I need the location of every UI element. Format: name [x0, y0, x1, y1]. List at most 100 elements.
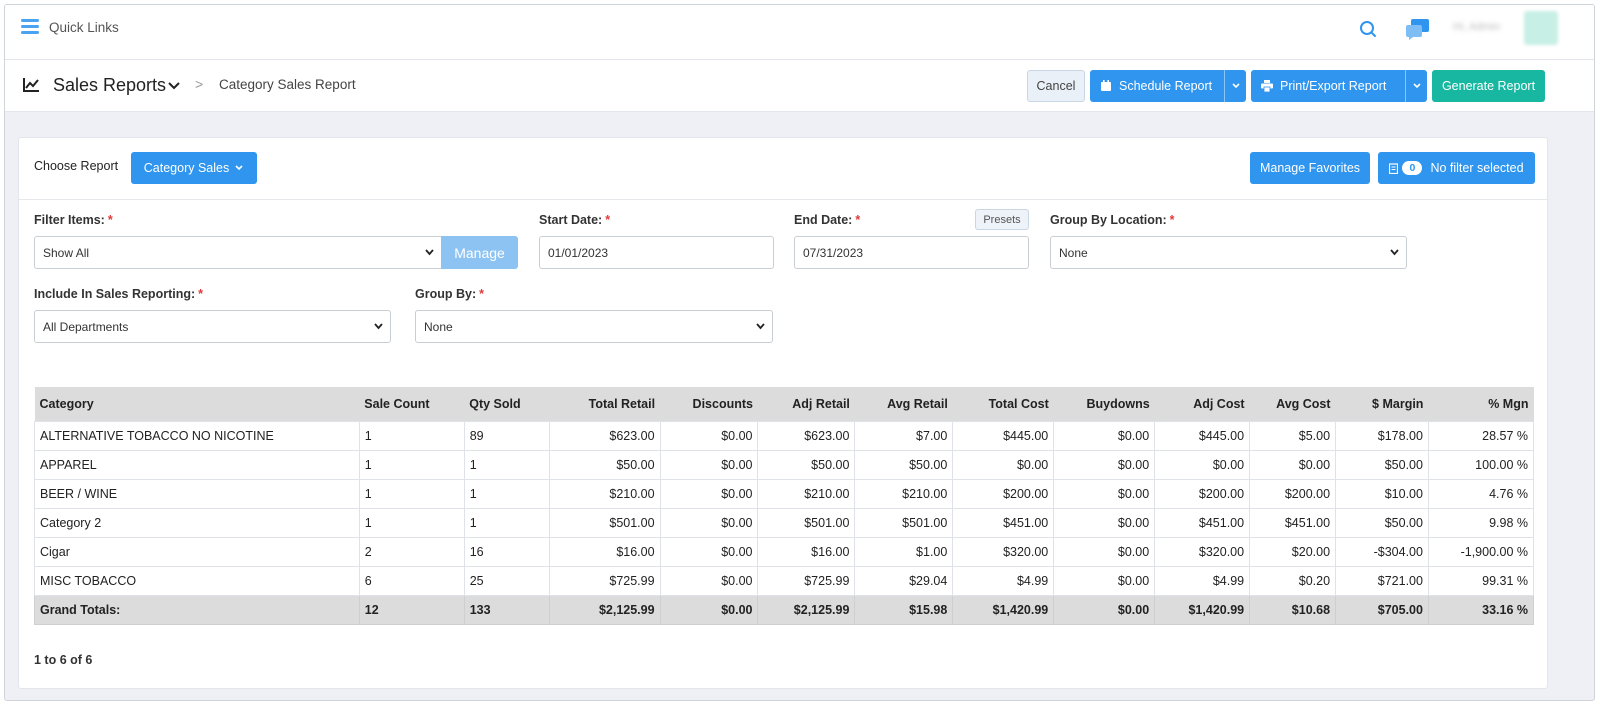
divider [19, 199, 1547, 200]
group-by-location-select[interactable]: None [1050, 236, 1407, 269]
end-date-label: End Date: * [794, 213, 861, 227]
breadcrumb: Category Sales Report [219, 77, 356, 92]
table-header-row: Category Sale Count Qty Sold Total Retai… [34, 387, 1534, 421]
messages-icon[interactable] [1405, 17, 1431, 41]
filter-button[interactable]: 0 No filter selected [1378, 152, 1535, 184]
table-cell: $501.00 [548, 507, 661, 538]
filter-items-label: Filter Items: * [34, 213, 113, 227]
table-body: ALTERNATIVE TOBACCO NO NICOTINE 1 89 $623.0… [34, 420, 1535, 625]
column-header[interactable]: Adj Retail [757, 387, 855, 421]
table-cell: $0.00 [1053, 594, 1156, 625]
table-cell: $10.68 [1249, 594, 1337, 625]
table-cell: $0.00 [1053, 420, 1156, 451]
search-icon[interactable] [1358, 19, 1378, 39]
table-cell: $725.99 [548, 565, 661, 596]
report-type-dropdown[interactable]: Category Sales [131, 152, 257, 184]
column-header[interactable]: Avg Cost [1249, 387, 1336, 421]
table-cell: $451.00 [1249, 507, 1337, 538]
table-cell: $4.99 [952, 565, 1055, 596]
hamburger-menu-icon[interactable] [21, 19, 39, 35]
table-cell: 133 [463, 594, 550, 625]
presets-button[interactable]: Presets [975, 209, 1029, 230]
column-header[interactable]: Discounts [660, 387, 758, 421]
filter-items-value: Show All [43, 245, 90, 260]
table-cell: $15.98 [854, 594, 954, 625]
table-cell: $623.00 [757, 420, 856, 451]
include-in-sales-select[interactable]: All Departments [34, 310, 391, 343]
chevron-down-icon[interactable] [167, 79, 181, 93]
table-cell: $20.00 [1249, 536, 1337, 567]
table-cell: $0.00 [1154, 449, 1251, 480]
column-header[interactable]: Total Retail [549, 387, 661, 421]
admin-username[interactable]: Hi, Admin [1453, 21, 1501, 33]
table-cell: $200.00 [952, 478, 1055, 509]
table-cell: $16.00 [548, 536, 661, 567]
app-frame: Quick Links Hi, Admin Sales Reports > Ca… [4, 4, 1595, 701]
table-cell: $210.00 [854, 478, 954, 509]
table-cell: Cigar [34, 536, 360, 567]
table-cell: $721.00 [1335, 565, 1429, 596]
table-cell: $451.00 [952, 507, 1055, 538]
column-header[interactable]: Qty Sold [464, 387, 550, 421]
include-in-sales-value: All Departments [43, 319, 129, 334]
table-cell: $0.00 [659, 594, 759, 625]
table-cell: 4.76 % [1427, 478, 1535, 509]
avatar[interactable] [1524, 11, 1558, 45]
start-date-input[interactable]: 01/01/2023 [539, 236, 774, 269]
include-in-sales-label: Include In Sales Reporting: * [34, 287, 204, 301]
table-cell: $200.00 [1154, 478, 1251, 509]
generate-report-button[interactable]: Generate Report [1432, 70, 1545, 102]
table-cell: $623.00 [548, 420, 661, 451]
column-header[interactable]: Avg Retail [854, 387, 953, 421]
page-title[interactable]: Sales Reports [53, 75, 167, 95]
end-date-input[interactable]: 07/31/2023 [794, 236, 1029, 269]
table-cell: $445.00 [1154, 420, 1251, 451]
column-header[interactable]: % Mgn [1428, 387, 1534, 421]
choose-report-label: Choose Report [34, 159, 119, 173]
group-by-label: Group By: * [415, 287, 484, 301]
quick-links-link[interactable]: Quick Links [49, 20, 119, 35]
table-cell: 2 [358, 536, 465, 567]
manage-favorites-button[interactable]: Manage Favorites [1250, 152, 1370, 184]
manage-filter-button[interactable]: Manage [441, 236, 518, 269]
chevron-down-icon [756, 323, 765, 330]
table-totals-row: Grand Totals: 12 133 $2,125.99 $0.00 $2,125.9… [34, 594, 1535, 625]
column-header[interactable]: Buydowns [1053, 387, 1155, 421]
table-cell: $0.00 [1053, 449, 1156, 480]
print-dropdown-toggle[interactable] [1405, 70, 1427, 102]
table-cell: $29.04 [854, 565, 954, 596]
table-row: ALTERNATIVE TOBACCO NO NICOTINE 1 89 $623.0… [34, 420, 1535, 451]
chevron-down-icon [1390, 249, 1399, 256]
schedule-report-label: Schedule Report [1119, 79, 1213, 93]
cancel-button[interactable]: Cancel [1027, 70, 1085, 102]
column-header[interactable]: Category [34, 387, 360, 421]
table-cell: $1.00 [854, 536, 954, 567]
table-cell: 99.31 % [1427, 565, 1535, 596]
filter-items-select[interactable]: Show All [34, 236, 442, 269]
print-export-label: Print/Export Report [1280, 79, 1387, 93]
report-type-label: Category Sales [143, 161, 230, 175]
table-cell: APPAREL [34, 449, 360, 480]
table-cell: $0.00 [659, 478, 759, 509]
schedule-dropdown-toggle[interactable] [1224, 70, 1246, 102]
table-cell: $0.00 [659, 565, 759, 596]
column-header[interactable]: Total Cost [952, 387, 1054, 421]
table-cell: 100.00 % [1427, 449, 1535, 480]
table-row: BEER / WINE 1 1 $210.00 $0.00 $210.00 $210.00 $… [34, 478, 1535, 509]
table-cell: 9.98 % [1427, 507, 1535, 538]
column-header[interactable]: $ Margin [1335, 387, 1429, 421]
table-cell: $7.00 [854, 420, 954, 451]
table-cell: 25 [463, 565, 550, 596]
table-cell: BEER / WINE [34, 478, 360, 509]
table-cell: $0.00 [1053, 536, 1156, 567]
column-header[interactable]: Sale Count [359, 387, 465, 421]
group-by-select[interactable]: None [415, 310, 773, 343]
table-cell: $0.00 [659, 536, 759, 567]
table-cell: 1 [358, 478, 465, 509]
table-cell: 12 [358, 594, 465, 625]
schedule-report-button[interactable]: Schedule Report [1090, 70, 1246, 102]
column-header[interactable]: Adj Cost [1154, 387, 1250, 421]
table-cell: 1 [358, 507, 465, 538]
print-export-button[interactable]: Print/Export Report [1251, 70, 1427, 102]
table-row: Category 2 1 1 $501.00 $0.00 $501.00 $501.00 $4… [34, 507, 1535, 538]
